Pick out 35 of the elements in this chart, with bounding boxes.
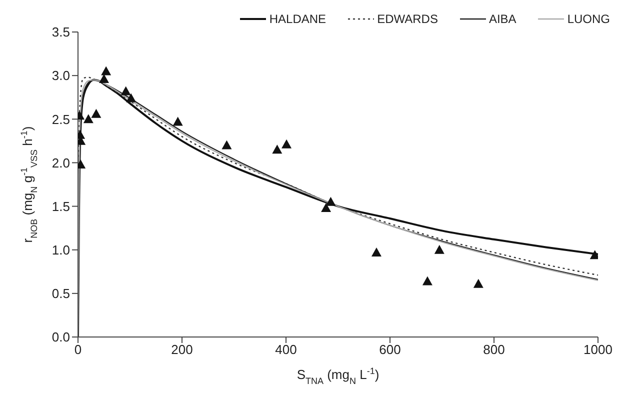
- x-tick-label: 400: [275, 342, 297, 358]
- y-tick-label: 0.0: [52, 330, 70, 345]
- x-axis-title: S$_{TNA}$ (mg$_{N}$ L$^{-1}$): [296, 366, 380, 386]
- point: [321, 203, 332, 212]
- point: [326, 196, 336, 206]
- point: [371, 247, 382, 256]
- point: [282, 139, 292, 148]
- point: [272, 144, 282, 154]
- y-tick-label: 0.5: [52, 286, 70, 302]
- x-tick-label: 600: [379, 342, 401, 358]
- point: [91, 108, 102, 118]
- x-tick-label: 200: [171, 342, 193, 358]
- x-tick-label: 0: [74, 342, 82, 358]
- legend-label: LUONG: [567, 12, 610, 26]
- y-tick-label: 3.5: [52, 24, 70, 40]
- point: [101, 66, 112, 76]
- legend-label: EDWARDS: [377, 12, 438, 26]
- legend-label: HALDANE: [269, 12, 326, 26]
- y-tick-label: 1.5: [52, 198, 70, 214]
- point: [99, 74, 109, 84]
- y-tick-label: 2.5: [52, 112, 70, 127]
- point: [120, 86, 131, 96]
- point: [126, 93, 136, 102]
- point: [222, 140, 232, 150]
- point: [172, 116, 183, 126]
- y-tick-label: 2.0: [52, 155, 70, 170]
- x-tick-label: 1000: [584, 342, 612, 358]
- y-tick-label: 1.0: [52, 242, 70, 258]
- point: [422, 276, 432, 286]
- x-tick-label: 800: [483, 342, 505, 358]
- y-tick-label: 3.0: [52, 68, 70, 84]
- legend-label: AIBA: [488, 12, 516, 26]
- point: [83, 114, 94, 124]
- point: [434, 244, 444, 254]
- point: [473, 278, 484, 288]
